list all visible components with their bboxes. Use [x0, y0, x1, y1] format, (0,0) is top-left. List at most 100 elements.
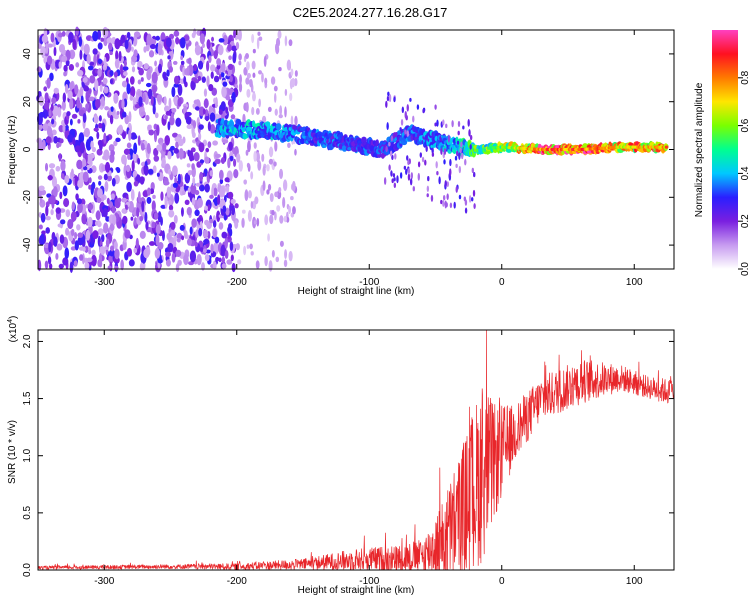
spectrogram-cell	[405, 168, 408, 175]
spectrogram-cell	[69, 261, 74, 273]
spectrogram-cell	[204, 219, 210, 226]
spectrogram-cell	[91, 181, 96, 190]
spectrogram-cell	[294, 148, 297, 156]
spectrogram-cell	[458, 165, 462, 174]
spectrogram-cell	[186, 124, 193, 130]
colorbar-ticks: 0.0 0.2 0.4 0.6 0.8	[738, 70, 750, 276]
spectrogram-cell	[160, 191, 164, 201]
spectrogram-cell	[189, 226, 193, 235]
spectrogram-cell	[455, 163, 458, 169]
spectrogram-cell	[154, 112, 159, 119]
spectrogram-cell	[98, 115, 102, 122]
spectrogram-cell	[446, 193, 449, 200]
spectrogram-cell	[227, 191, 234, 199]
spectrogram-cell	[136, 207, 140, 218]
spectrogram-cell	[87, 203, 94, 211]
spectrogram-cell	[261, 115, 267, 124]
spectrogram-cell	[133, 247, 138, 254]
spectrogram-cell	[72, 38, 77, 50]
spectrogram-cell	[45, 227, 51, 234]
spectrogram-cell	[156, 172, 160, 177]
spectrogram-cell	[108, 144, 115, 152]
spectrogram-cell	[102, 207, 108, 218]
spectrogram-cell	[77, 119, 81, 124]
spectrogram-cell	[306, 127, 311, 132]
spectrogram-cell	[63, 71, 67, 77]
spectrogram-cell	[275, 256, 280, 263]
spectrogram-cell	[124, 229, 131, 239]
spectrogram-cell	[53, 136, 59, 144]
spectrogram-cell	[278, 187, 282, 193]
spectrogram-cell	[268, 158, 274, 165]
spectrogram-cell	[288, 250, 293, 262]
spectrogram-cell	[109, 70, 114, 77]
spectrogram-cell	[64, 247, 70, 260]
spectrogram-cell	[198, 142, 205, 153]
spectrogram-cell	[177, 138, 184, 147]
spectrogram-cell	[114, 58, 120, 69]
spectrogram-cell	[109, 223, 115, 231]
spectrogram-cell	[91, 249, 96, 256]
spectrogram-cell	[212, 220, 217, 228]
spectrogram-cell	[246, 61, 250, 71]
spectrogram-cell	[241, 209, 246, 214]
spectrogram-cell	[124, 204, 128, 210]
spectrogram-cell	[252, 92, 256, 102]
spectrogram-cell	[258, 36, 263, 41]
spectrogram-cell	[164, 115, 168, 120]
spectrogram-cell	[75, 26, 79, 36]
spectrogram-cell	[407, 173, 411, 181]
spectrogram-cell	[218, 222, 224, 230]
spectrogram-cell	[153, 155, 160, 162]
x-tick-label: -300	[94, 576, 114, 587]
spectrogram-cell	[68, 32, 74, 43]
spectrogram-cell	[173, 96, 179, 104]
spectrogram-cell	[229, 75, 233, 83]
spectrogram-cell	[199, 33, 205, 45]
spectrogram-cell	[60, 160, 66, 172]
spectrogram-cell	[44, 162, 49, 172]
spectrogram-cell	[180, 37, 186, 49]
y-tick-label: 1.5	[22, 391, 33, 405]
spectrogram-cell	[104, 180, 109, 192]
spectrogram-cell	[443, 148, 447, 156]
spectrogram-cell	[238, 160, 243, 172]
spectrogram-cell	[267, 106, 272, 112]
spectrogram-cell	[464, 207, 468, 214]
spectrogram-cell	[113, 92, 119, 104]
spectrogram-cell	[255, 107, 260, 115]
spectrogram-cell	[294, 78, 298, 87]
spectrogram-cell	[51, 118, 55, 125]
spectrogram-cell	[404, 129, 407, 135]
spectrogram-cell	[186, 238, 192, 246]
spectrogram-cell	[175, 37, 180, 45]
spectrogram-cell	[165, 259, 171, 267]
spectrogram-cell	[216, 58, 222, 66]
spectrogram-cell	[456, 140, 460, 145]
spectrogram-cell	[220, 157, 226, 165]
spectrogram-cell	[230, 114, 236, 120]
spectrogram-cell	[160, 216, 163, 226]
spectrogram-cell	[291, 77, 296, 88]
spectrogram-cell	[128, 200, 134, 213]
spectrogram-cell	[190, 79, 196, 91]
spectrogram-cell	[196, 197, 203, 209]
spectrogram-cell	[184, 172, 191, 184]
spectrogram-cell	[169, 116, 175, 126]
spectrogram-cell	[52, 186, 58, 198]
spectrogram-cell	[228, 223, 232, 230]
spectrogram-cell	[116, 167, 121, 173]
spectrogram-cell	[401, 106, 405, 114]
spectrogram-cell	[220, 101, 226, 112]
spectrogram-cell	[257, 160, 262, 171]
spectrogram-cell	[220, 71, 225, 78]
spectrogram-cell	[455, 186, 458, 193]
spectrogram-cell	[164, 197, 168, 209]
spectrogram-cell	[102, 155, 106, 160]
spectrogram-cell	[45, 205, 49, 217]
spectrogram-cell	[139, 262, 145, 271]
spectrogram-cell	[253, 220, 257, 225]
spectrogram-cell	[109, 114, 114, 125]
spectrogram-cell	[284, 35, 288, 47]
spectrogram-cell	[245, 53, 249, 60]
